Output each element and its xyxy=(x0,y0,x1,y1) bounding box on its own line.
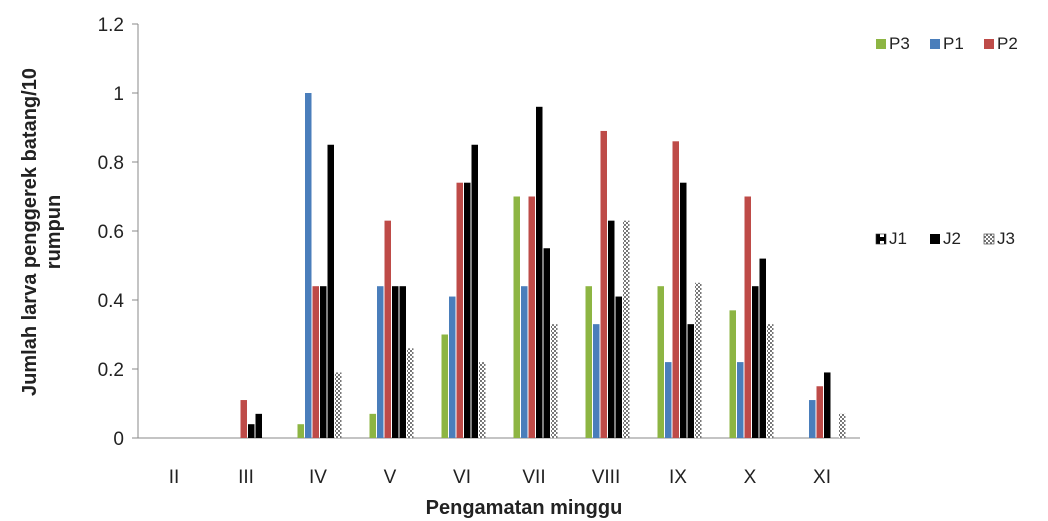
bar-j3-v xyxy=(407,348,414,438)
bar-j1-xi xyxy=(824,372,831,438)
bar-j3-ix xyxy=(695,282,702,438)
bar-p3-iv xyxy=(297,424,304,438)
bar-p1-xi xyxy=(809,400,816,438)
bar-j1-vii xyxy=(536,106,543,439)
bar-j3-viii xyxy=(623,220,630,438)
bar-j2-iv xyxy=(327,144,334,438)
y-tick-label: 0 xyxy=(113,429,124,450)
x-tick-label: X xyxy=(744,467,757,488)
bar-p2-vii xyxy=(528,196,535,438)
bar-p2-iv xyxy=(312,286,319,438)
legend-label-j2: J2 xyxy=(943,229,961,248)
legend-label-j1: J1 xyxy=(889,229,907,248)
y-axis-title: Jumlah larva penggerek batang/10 rumpun xyxy=(19,68,65,396)
bar-j2-iii xyxy=(255,413,262,438)
bar-j2-viii xyxy=(615,296,622,438)
y-tick-label: 1.2 xyxy=(98,15,124,36)
x-tick-label: II xyxy=(169,467,180,488)
bar-j3-iv xyxy=(335,372,342,438)
bar-p2-viii xyxy=(600,130,607,438)
bar-j1-iii xyxy=(248,424,255,438)
bar-p3-vi xyxy=(441,334,448,438)
bar-j2-x xyxy=(759,258,766,438)
bar-p3-vii xyxy=(513,196,520,438)
legend-label-p1: P1 xyxy=(943,34,964,53)
x-tick-label: VIII xyxy=(592,467,621,488)
y-tick-label: 0.2 xyxy=(98,360,124,381)
y-axis-title-line: Jumlah larva penggerek batang/10 xyxy=(19,68,41,396)
x-tick-label: IX xyxy=(669,467,687,488)
bar-j1-viii xyxy=(608,220,615,438)
legend-label-j3: J3 xyxy=(997,229,1015,248)
y-axis-title-line: rumpun xyxy=(43,195,65,269)
bar-p2-v xyxy=(384,220,391,438)
bar-p3-ix xyxy=(657,286,664,438)
labels-layer: 00.20.40.60.811.2II III IV V VI VII VIII IX X XIP… xyxy=(19,15,831,519)
bar-p1-vii xyxy=(521,286,528,438)
bar-p3-v xyxy=(369,413,376,438)
bar-p1-x xyxy=(737,362,744,438)
bar-p2-vi xyxy=(456,182,463,438)
bar-j3-vi xyxy=(479,362,486,438)
bar-j1-ix xyxy=(680,182,687,438)
x-tick-label: VII xyxy=(522,467,545,488)
bar-p1-iv xyxy=(305,93,312,438)
y-tick-label: 1 xyxy=(113,84,124,105)
x-tick-label: III xyxy=(238,467,254,488)
bar-j2-vii xyxy=(543,248,550,438)
legend-swatch-p2 xyxy=(984,39,994,49)
bar-p1-ix xyxy=(665,362,672,438)
bars-layer xyxy=(240,93,846,439)
bar-p2-xi xyxy=(816,386,823,438)
x-axis-title: Pengamatan minggu xyxy=(426,497,623,519)
bar-j3-x xyxy=(767,324,774,438)
x-tick-label: V xyxy=(384,467,397,488)
x-tick-label: VI xyxy=(453,467,471,488)
x-tick-label: IV xyxy=(309,467,327,488)
bar-p2-iii xyxy=(240,400,247,438)
bar-j1-vi xyxy=(464,182,471,438)
bar-p1-viii xyxy=(593,324,600,438)
bar-p1-vi xyxy=(449,296,456,438)
bar-p2-x xyxy=(744,196,751,438)
legend-swatch-j2 xyxy=(930,234,940,244)
legend-swatch-p1 xyxy=(930,39,940,49)
y-tick-label: 0.6 xyxy=(98,222,124,243)
legend-label-p2: P2 xyxy=(997,34,1018,53)
bar-j3-xi xyxy=(839,413,846,438)
bar-j2-vi xyxy=(471,144,478,438)
bar-j1-iv xyxy=(320,286,327,438)
bar-j2-ix xyxy=(687,324,694,438)
bar-p2-ix xyxy=(672,141,679,439)
bar-j1-x xyxy=(752,286,759,438)
legend-swatch-j3 xyxy=(983,233,995,245)
bar-p3-x xyxy=(729,310,736,438)
x-tick-label: XI xyxy=(813,467,831,488)
bar-p1-v xyxy=(377,286,384,438)
bar-p3-viii xyxy=(585,286,592,438)
bar-j1-v xyxy=(392,286,399,438)
y-tick-label: 0.4 xyxy=(98,291,125,312)
bar-j3-vii xyxy=(551,324,558,438)
legend-swatch-p3 xyxy=(876,39,886,49)
y-tick-label: 0.8 xyxy=(98,153,124,174)
legend-swatch-j1 xyxy=(875,233,887,245)
legend-label-p3: P3 xyxy=(889,34,910,53)
bar-j2-v xyxy=(399,286,406,438)
legend-layer: P3 P1 P2 J1 J2 J3 xyxy=(875,34,1018,248)
